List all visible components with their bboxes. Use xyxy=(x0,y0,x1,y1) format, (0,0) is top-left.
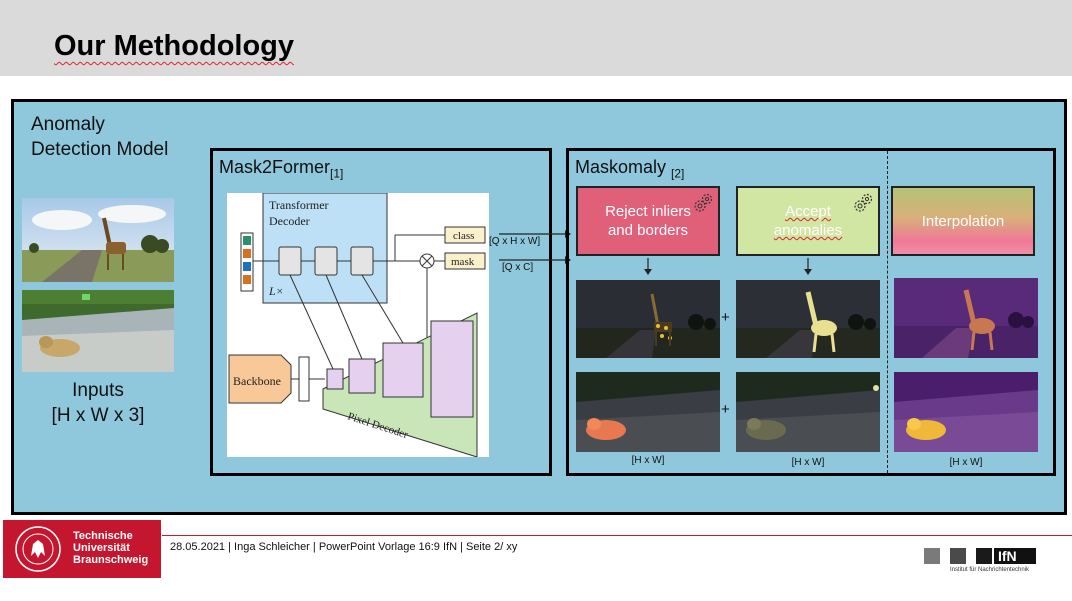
gear-icon xyxy=(854,193,873,212)
mask2former-architecture-diagram: Transformer Decoder L× xyxy=(227,192,489,458)
input-image-road-animal xyxy=(22,290,174,372)
reject-step: Reject inliers and borders xyxy=(576,186,720,256)
dim-label-interp: [H x W] xyxy=(949,457,983,468)
mask-label: mask xyxy=(451,256,475,268)
dim-label-accept: [H x W] xyxy=(791,457,825,468)
title-bar: Our Methodology xyxy=(0,0,1072,76)
anomaly-title-line2: Detection Model xyxy=(31,139,169,160)
interpolated-road xyxy=(894,372,1038,452)
mask-dim-label: [Q x C] xyxy=(502,262,534,273)
reject-mask-giraffe xyxy=(576,280,720,358)
anomaly-detection-panel: Anomaly Detection Model xyxy=(11,99,1067,515)
inputs-label-line1: Inputs xyxy=(72,380,124,401)
uni-line2: Universität xyxy=(73,542,130,554)
inputs-label: Inputs [H x W x 3] xyxy=(22,378,174,428)
dim-label-reject: [H x W] xyxy=(631,455,665,466)
gear-icon xyxy=(694,193,713,212)
reject-label: Reject inliers and borders xyxy=(605,203,691,239)
input-image-giraffe xyxy=(22,198,174,282)
arrow-down-icon xyxy=(644,258,652,275)
footer-info: 28.05.2021 | Inga Schleicher | PowerPoin… xyxy=(170,541,518,553)
interpolation-step: Interpolation xyxy=(891,186,1035,256)
backbone-block xyxy=(228,354,292,404)
uni-line3: Braunschweig xyxy=(73,554,149,566)
accept-mask-road xyxy=(736,372,880,452)
class-output xyxy=(444,226,486,244)
anomaly-model-title: Anomaly Detection Model xyxy=(31,112,168,162)
maskomaly-title-text: Maskomaly xyxy=(575,157,667,177)
class-dim-label: [Q x H x W] xyxy=(489,236,541,247)
mask2former-ref: [1] xyxy=(330,166,344,181)
maskomaly-ref: [2] xyxy=(671,166,685,181)
accept-step: Accept anomalies xyxy=(736,186,880,256)
plus-sign: + xyxy=(721,309,730,326)
mask2former-panel: Mask2Former[1] Transformer Decoder L× xyxy=(210,148,552,476)
inputs-label-line2: [H x W x 3] xyxy=(51,405,145,426)
backbone-label: Backbone xyxy=(233,374,281,388)
transformer-label-line1: Transformer xyxy=(269,198,329,212)
ifn-logo: IfN xyxy=(924,546,1040,576)
slide-title: Our Methodology xyxy=(54,30,295,62)
university-name: Technische Universität Braunschweig xyxy=(73,530,148,566)
uni-line1: Technische xyxy=(73,530,133,542)
class-label: class xyxy=(453,230,474,242)
mask-output xyxy=(444,252,486,270)
arrow-down-icon xyxy=(804,258,812,275)
interpolation-label: Interpolation xyxy=(921,212,1005,230)
mask2former-title: Mask2Former[1] xyxy=(219,157,343,181)
university-logo: Technische Universität Braunschweig xyxy=(3,520,161,578)
accept-label: Accept anomalies xyxy=(773,203,843,239)
ifn-logo-text: IfN xyxy=(998,548,1017,564)
transformer-label-line2: Decoder xyxy=(269,214,310,228)
accept-mask-giraffe xyxy=(736,280,880,358)
ifn-subtitle: Institut für Nachrichtentechnik xyxy=(950,567,1030,573)
plus-sign: + xyxy=(721,401,730,418)
mask2former-title-text: Mask2Former xyxy=(219,157,331,177)
maskomaly-title: Maskomaly [2] xyxy=(575,157,684,181)
maskomaly-panel: Maskomaly [2] Reject inliers and borders… xyxy=(566,148,1056,476)
lx-label: L× xyxy=(268,284,284,298)
divider xyxy=(887,151,888,473)
interpolated-giraffe xyxy=(894,278,1038,358)
footer-divider xyxy=(162,535,1072,536)
anomaly-title-line1: Anomaly xyxy=(31,114,105,135)
university-seal-icon xyxy=(15,526,61,572)
reject-mask-road xyxy=(576,372,720,452)
